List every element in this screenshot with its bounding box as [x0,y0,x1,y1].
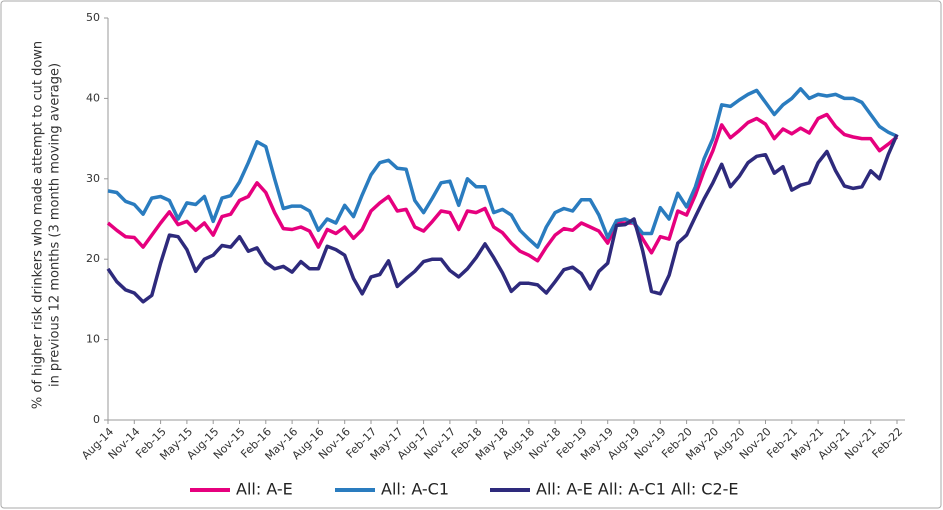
legend-label: All: A-E [236,480,293,499]
series-line [106,112,899,263]
series-line [107,87,898,249]
y-tick-label: 30 [86,172,100,185]
y-axis-label: % of higher risk drinkers who made attem… [31,41,63,409]
legend-label: All: A-E All: A-C1 All: C2-E [536,480,739,499]
y-axis-label-line: in previous 12 months (3 month moving av… [48,63,63,387]
y-axis-label-line: % of higher risk drinkers who made attem… [31,41,46,409]
legend-label: All: A-C1 [381,480,449,499]
y-tick-label: 50 [86,11,100,24]
y-tick-label: 0 [93,413,100,426]
y-tick-label: 40 [86,91,100,104]
y-tick-label: 20 [86,252,100,265]
series-line [106,133,899,304]
y-tick-label: 10 [86,333,100,346]
